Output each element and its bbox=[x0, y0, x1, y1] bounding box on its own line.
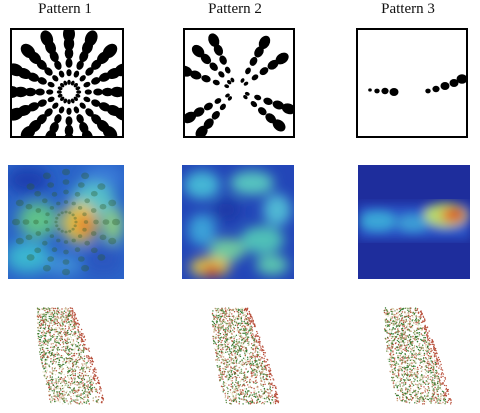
pattern-3-heatmap bbox=[358, 165, 470, 279]
pattern-3-point-cloud bbox=[372, 300, 462, 410]
pattern-1-mask bbox=[10, 28, 124, 138]
pattern-1-point-cloud bbox=[25, 300, 115, 410]
pattern-1-heatmap bbox=[8, 165, 124, 279]
pattern-2-heatmap bbox=[182, 165, 294, 279]
pattern-2-point-cloud bbox=[200, 300, 290, 410]
pattern-2-title: Pattern 2 bbox=[208, 1, 262, 17]
pattern-3-mask bbox=[356, 28, 468, 138]
pattern-3-title: Pattern 3 bbox=[381, 1, 435, 17]
pattern-1-title: Pattern 1 bbox=[38, 1, 92, 17]
pattern-2-mask bbox=[183, 28, 295, 138]
